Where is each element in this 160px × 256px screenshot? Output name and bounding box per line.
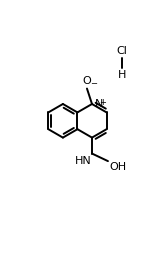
Text: N: N [95,99,103,109]
Text: O: O [83,76,91,86]
Text: OH: OH [110,162,127,172]
Text: Cl: Cl [116,47,127,57]
Text: +: + [99,98,106,107]
Text: H: H [117,70,126,80]
Text: −: − [90,79,97,88]
Text: HN: HN [74,156,91,166]
